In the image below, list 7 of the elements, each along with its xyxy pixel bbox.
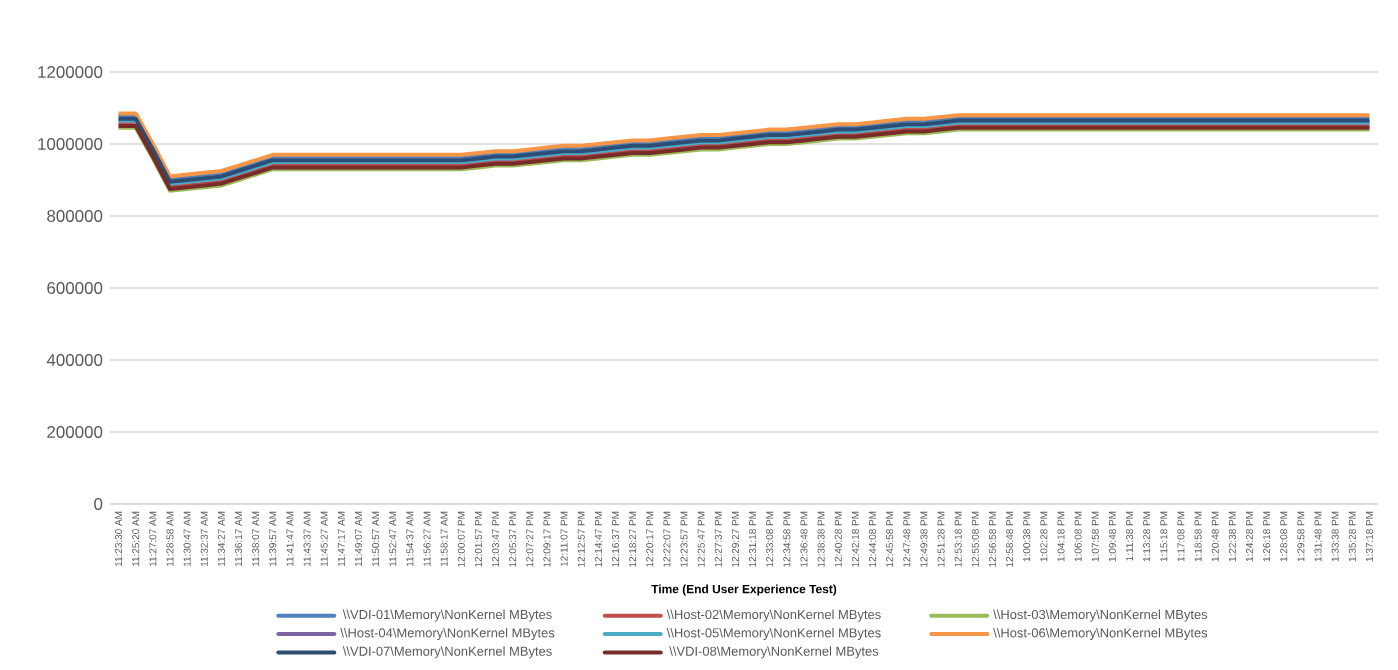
y-tick-label: 1000000 bbox=[38, 138, 103, 150]
y-tick-label: 1200000 bbox=[38, 66, 103, 78]
y-tick-label: 0 bbox=[94, 498, 103, 510]
y-tick-label: 600000 bbox=[47, 282, 103, 294]
y-tick-label: 200000 bbox=[47, 426, 103, 438]
y-tick-label: 400000 bbox=[46, 354, 103, 366]
y-tick-label: 800000 bbox=[47, 210, 103, 222]
